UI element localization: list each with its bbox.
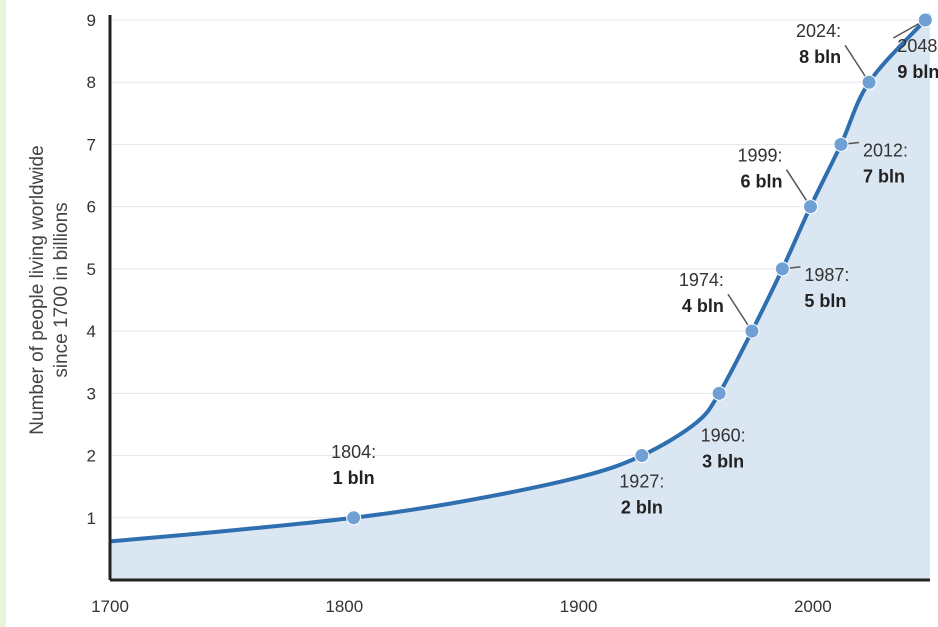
grid [110,19,930,519]
y-tick-label: 9 [87,11,96,30]
y-tick-label: 5 [87,260,96,279]
annotation-year: 2024: [796,21,841,41]
data-point [861,74,877,90]
annotation-value: 5 bln [804,291,846,311]
annotation-year: 1974: [679,270,724,290]
x-tick-label: 2000 [794,597,832,616]
y-axis-title-line1: Number of people living worldwide [27,145,48,434]
data-markers [346,12,933,526]
annotation-year: 1999: [737,146,782,166]
data-point [774,261,790,277]
x-tick-label: 1900 [560,597,598,616]
annotation-value: 6 bln [740,172,782,192]
data-point [346,510,362,526]
data-point [917,12,933,28]
annotation-value: 1 bln [333,468,375,488]
annotation-year: 1987: [804,265,849,285]
left-strip [0,0,6,627]
y-tick-label: 1 [87,509,96,528]
x-tick-label: 1800 [325,597,363,616]
annotation-year: 2048: [897,36,938,56]
data-point [803,199,819,215]
annotation-year: 1927: [619,472,664,492]
data-point [634,448,650,464]
annotation-value: 9 bln [897,62,938,82]
y-tick-label: 8 [87,73,96,92]
area-fill [110,20,930,580]
annotation-value: 7 bln [863,166,905,186]
x-tick-label: 1700 [91,597,129,616]
annotation-year: 1804: [331,442,376,462]
annotation-year: 1960: [701,425,746,445]
annotation-year: 2012: [863,140,908,160]
annotation-value: 4 bln [682,296,724,316]
annotations: 1804: 1 bln 1927: 2 bln 1960: 3 bln 1974: 4 bln… [331,21,938,517]
y-tick-label: 7 [87,135,96,154]
y-tick-label: 4 [87,322,96,341]
data-point [744,323,760,339]
y-tick-label: 6 [87,198,96,217]
annotation-value: 3 bln [702,451,744,471]
y-tick-label: 2 [87,447,96,466]
data-point [711,385,727,401]
x-tick-labels: 1700 1800 1900 2000 [91,597,832,616]
y-axis-title: Number of people living worldwide since … [27,145,72,434]
annotation-value: 2 bln [621,498,663,518]
y-tick-labels: 1 2 3 4 5 6 7 8 9 [87,11,96,528]
data-point [833,136,849,152]
y-axis-title-line2: since 1700 in billions [51,202,72,377]
annotation-value: 8 bln [799,47,841,67]
y-tick-label: 3 [87,384,96,403]
